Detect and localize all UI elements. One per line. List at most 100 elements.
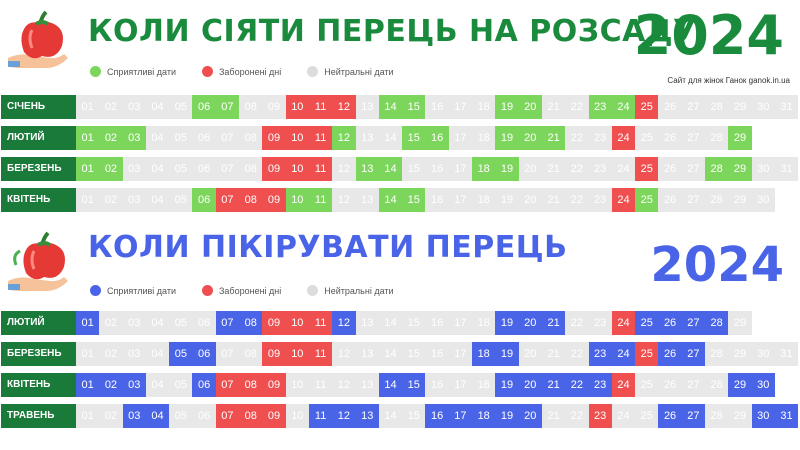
day-cell: 25 (635, 404, 659, 428)
day-cell: 04 (145, 126, 170, 150)
day-cell: 12 (332, 188, 356, 212)
day-cell: 04 (145, 311, 170, 335)
legend-forbidden-label: Заборонені дні (218, 66, 282, 77)
month-label: БЕРЕЗЕНЬ (1, 157, 76, 181)
day-cell: 02 (99, 342, 123, 366)
day-cell: 18 (472, 95, 496, 119)
month-label: БЕРЕЗЕНЬ (1, 342, 76, 366)
day-cell: 26 (658, 342, 682, 366)
day-cell: 22 (565, 311, 589, 335)
day-cell: 24 (611, 126, 636, 150)
day-cell: 06 (192, 126, 216, 150)
month-label: ЛЮТИЙ (1, 311, 76, 335)
day-cell: 26 (658, 95, 682, 119)
day-cell: 17 (448, 373, 473, 397)
red-dot-icon (201, 285, 213, 296)
day-cell: 08 (239, 311, 263, 335)
day-cells: 01 02 03 04 05 06 07 08 09 10 11 12 13 14 15 16 17 18 19 20… (76, 404, 799, 428)
picking-title: КОЛИ ПІКІРУВАТИ ПЕРЕЦЬ (88, 230, 568, 265)
day-cell: 14 (378, 157, 403, 181)
picking-section: КОЛИ ПІКІРУВАТИ ПЕРЕЦЬ 2024 Сприятливі д… (0, 225, 800, 450)
site-credit: Сайт для жінок Ганок ganok.in.ua (667, 76, 790, 85)
day-cell: 07 (215, 404, 240, 428)
day-cell: 19 (495, 404, 519, 428)
day-cell (752, 311, 775, 335)
day-cell: 23 (588, 95, 612, 119)
day-cell: 07 (215, 342, 240, 366)
day-cell: 26 (658, 157, 682, 181)
day-cell: 21 (541, 95, 566, 119)
day-cell: 28 (705, 157, 729, 181)
month-label: СІЧЕНЬ (1, 95, 76, 119)
day-cell: 16 (425, 157, 449, 181)
day-cell: 13 (355, 404, 379, 428)
day-cell: 09 (262, 157, 286, 181)
day-cell: 31 (774, 404, 799, 428)
day-cell: 18 (472, 404, 496, 428)
day-cell: 01 (76, 188, 100, 212)
day-cell: 25 (635, 95, 659, 119)
day-cell: 29 (728, 404, 752, 428)
legend-neutral-label: Нейтральні дати (324, 285, 394, 296)
day-cell: 01 (76, 342, 100, 366)
day-cell: 03 (122, 311, 146, 335)
day-cell: 16 (425, 342, 449, 366)
day-cell: 27 (681, 311, 706, 335)
day-cell: 18 (472, 373, 496, 397)
blue-dot-icon (90, 285, 101, 296)
day-cell: 21 (541, 311, 566, 335)
day-cells: 01 02 03 04 05 06 07 08 09 10 11 12 13 14 15 16 17 18 19 20… (76, 311, 798, 335)
day-cell: 25 (635, 126, 659, 150)
day-cell: 23 (588, 311, 612, 335)
pepper-in-hand-icon (8, 10, 68, 68)
day-cell: 23 (588, 373, 612, 397)
day-cell: 27 (681, 404, 706, 428)
day-cell: 08 (239, 404, 263, 428)
day-cell: 15 (402, 126, 426, 150)
day-cell: 07 (215, 95, 240, 119)
day-cell: 27 (681, 126, 706, 150)
day-cell (775, 126, 798, 150)
day-cell: 20 (518, 373, 542, 397)
day-cell: 30 (751, 95, 775, 119)
day-cell: 16 (425, 188, 449, 212)
day-cell: 23 (588, 157, 612, 181)
day-cell: 15 (402, 188, 426, 212)
day-cell: 08 (239, 157, 263, 181)
day-cell: 09 (262, 188, 286, 212)
day-cell: 07 (215, 157, 240, 181)
day-cell: 02 (99, 373, 123, 397)
day-cell: 29 (728, 95, 752, 119)
day-cell: 22 (565, 373, 589, 397)
day-cell: 11 (308, 342, 333, 366)
day-cell: 11 (308, 126, 333, 150)
day-cell: 12 (332, 126, 356, 150)
month-label: КВІТЕНЬ (1, 373, 76, 397)
day-cell: 17 (448, 404, 473, 428)
day-cell: 05 (169, 342, 193, 366)
green-dot-icon (90, 66, 101, 77)
day-cell: 25 (635, 311, 659, 335)
day-cell: 12 (332, 373, 356, 397)
day-cell: 27 (681, 373, 706, 397)
day-cell: 01 (76, 126, 100, 150)
day-cell: 29 (728, 373, 752, 397)
day-cell: 05 (169, 126, 193, 150)
day-cell: 04 (145, 373, 170, 397)
day-cell: 10 (285, 95, 309, 119)
day-cell: 16 (425, 373, 449, 397)
day-cell: 21 (541, 373, 566, 397)
day-cell: 24 (611, 95, 636, 119)
day-cell: 26 (658, 126, 682, 150)
day-cell: 20 (518, 157, 542, 181)
month-row: ЛЮТИЙ 01 02 03 04 05 06 07 08 09 10 11 12 13 14 15 16 17 1… (0, 126, 798, 150)
day-cell: 23 (588, 404, 612, 428)
day-cell: 15 (402, 157, 426, 181)
day-cell: 27 (681, 342, 706, 366)
day-cell: 18 (472, 311, 496, 335)
day-cell: 14 (378, 126, 403, 150)
legend-forbidden-label: Заборонені дні (218, 285, 282, 296)
day-cell: 06 (192, 311, 216, 335)
day-cell: 18 (472, 157, 496, 181)
red-dot-icon (201, 66, 213, 77)
